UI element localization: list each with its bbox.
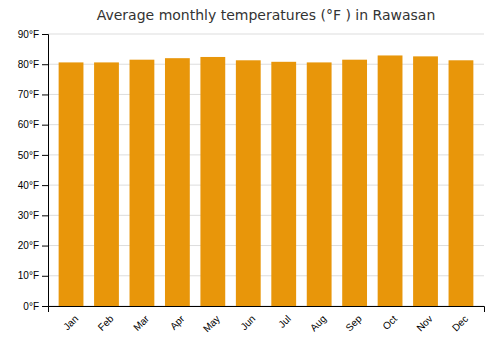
x-tick: Feb [96, 313, 116, 333]
x-axis: Jan Feb Mar Apr May Jun Jul Aug Sep Oct Nov Dec [49, 307, 485, 335]
x-tick-label: Apr [168, 313, 187, 332]
x-axis-line [49, 307, 485, 313]
bar [449, 60, 474, 306]
chart-container: 0°F 10°F 20°F 30°F 40°F 50°F 60°F 70°F 80°F 90°F J… [0, 0, 500, 350]
y-tick-label: 40°F [18, 180, 39, 191]
x-tick-label: Nov [414, 313, 434, 333]
y-tick-label: 30°F [18, 210, 39, 221]
x-tick: Aug [308, 313, 328, 333]
x-tick: Apr [168, 313, 187, 332]
bar [200, 57, 225, 306]
grid-line [48, 34, 484, 35]
bar [413, 56, 438, 306]
chart-svg: 0°F 10°F 20°F 30°F 40°F 50°F 60°F 70°F 80°F 90°F J… [0, 0, 500, 350]
y-tick: 90°F [18, 29, 48, 40]
y-tick-label: 90°F [18, 29, 39, 40]
bar [59, 62, 84, 306]
y-tick: 40°F [18, 180, 48, 191]
bar [342, 60, 367, 306]
y-tick-label: 80°F [18, 59, 39, 70]
x-tick-label: Oct [380, 313, 399, 332]
y-tick: 0°F [23, 301, 48, 312]
y-tick-label: 60°F [18, 119, 39, 130]
x-tick-label: Sep [343, 313, 364, 334]
y-tick-label: 70°F [18, 89, 39, 100]
y-tick: 80°F [18, 59, 48, 70]
y-axis: 0°F 10°F 20°F 30°F 40°F 50°F 60°F 70°F 80°F 90°F [18, 29, 49, 312]
bar [236, 60, 261, 306]
bar [307, 62, 332, 306]
bars [59, 55, 474, 306]
y-tick-mark [42, 215, 48, 216]
y-tick-mark [42, 64, 48, 65]
x-tick-label: Jan [61, 313, 80, 332]
y-tick: 60°F [18, 119, 48, 130]
bar [94, 62, 119, 306]
x-tick-label: Dec [450, 313, 470, 333]
y-tick-label: 0°F [23, 301, 39, 312]
y-tick-mark [42, 246, 48, 247]
plot-area: 0°F 10°F 20°F 30°F 40°F 50°F 60°F 70°F 80°F 90°F J… [18, 29, 485, 335]
y-tick-label: 50°F [18, 150, 39, 161]
x-tick-label: May [201, 313, 222, 334]
bar [271, 62, 296, 306]
bar [378, 55, 403, 306]
y-tick: 20°F [18, 240, 48, 251]
x-tick: Mar [131, 313, 151, 333]
title: Average monthly temperatures (°F ) in Ra… [97, 7, 436, 23]
y-tick-label: 20°F [18, 240, 39, 251]
y-tick-mark [42, 185, 48, 186]
y-tick-mark [42, 306, 48, 307]
x-tick-label: Jul [276, 313, 293, 330]
x-tick: Oct [380, 313, 399, 332]
y-tick-mark [42, 125, 48, 126]
y-tick-mark [42, 276, 48, 277]
x-tick-label: Jun [238, 313, 257, 332]
x-tick: May [201, 313, 222, 334]
y-tick-mark [42, 34, 48, 35]
x-tick: Dec [450, 313, 470, 333]
x-tick: Jun [238, 313, 257, 332]
bar [130, 60, 155, 306]
x-tick-label: Feb [96, 313, 116, 333]
y-tick-mark [42, 94, 48, 95]
x-tick: Nov [414, 313, 434, 333]
y-tick: 50°F [18, 150, 48, 161]
x-tick: Sep [343, 313, 364, 334]
y-tick: 30°F [18, 210, 48, 221]
y-tick: 70°F [18, 89, 48, 100]
y-tick: 10°F [18, 270, 48, 281]
grid [48, 34, 484, 306]
x-tick-label: Mar [131, 313, 151, 333]
y-tick-label: 10°F [18, 270, 39, 281]
x-tick: Jul [276, 313, 293, 330]
y-axis-line [42, 35, 49, 307]
x-tick: Jan [61, 313, 80, 332]
bar [165, 58, 190, 306]
y-tick-mark [42, 155, 48, 156]
x-tick-label: Aug [308, 313, 328, 333]
